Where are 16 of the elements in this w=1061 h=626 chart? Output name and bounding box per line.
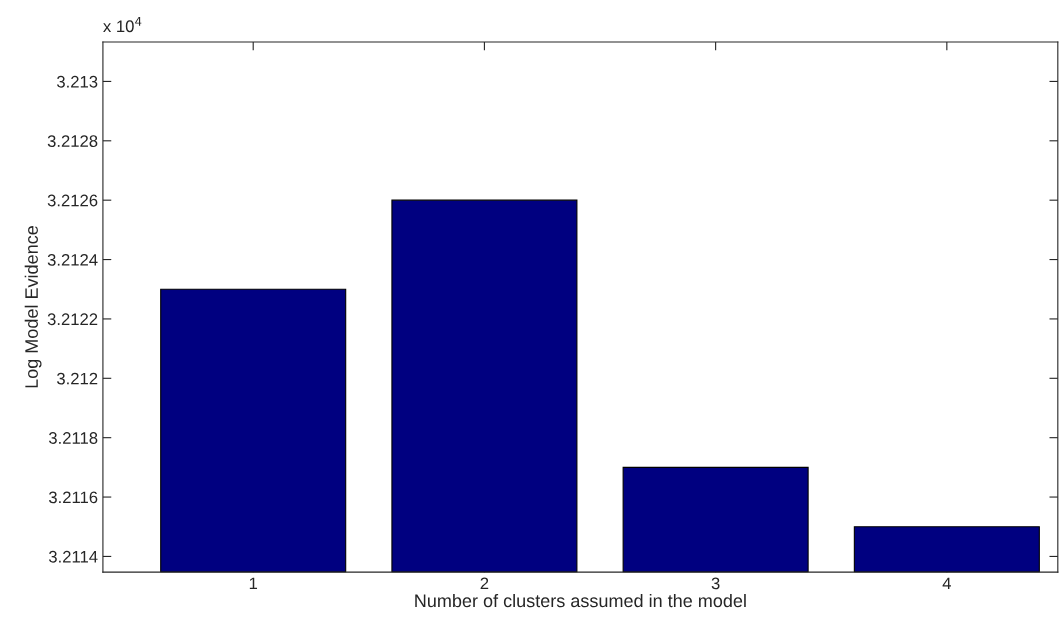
text: x 10$^{4}$ bbox=[103, 17, 142, 33]
x-tick-label: 4 bbox=[942, 577, 951, 590]
y-tick-label: 3.2118 bbox=[48, 432, 98, 444]
y-tick-label: 3.2124 bbox=[47, 253, 98, 266]
y-tick-label: 3.213 bbox=[56, 75, 98, 88]
y-tick-label: 3.2116 bbox=[48, 491, 98, 504]
x-tick-label: 1 bbox=[249, 577, 258, 590]
y-tick-label: 3.2114 bbox=[48, 550, 98, 563]
y-tick-label: 3.2126 bbox=[47, 194, 98, 207]
y-tick-label: 3.2122 bbox=[47, 313, 98, 326]
y-tick-label: 3.212 bbox=[56, 372, 98, 385]
x-axis-title: Number of clusters assumed in the model bbox=[415, 593, 746, 608]
y-axis-title: Log Model Evidence bbox=[24, 226, 42, 388]
y-tick-label: 3.2128 bbox=[47, 135, 98, 148]
x-tick-label: 3 bbox=[711, 577, 720, 590]
x-tick-label: 2 bbox=[480, 577, 489, 590]
